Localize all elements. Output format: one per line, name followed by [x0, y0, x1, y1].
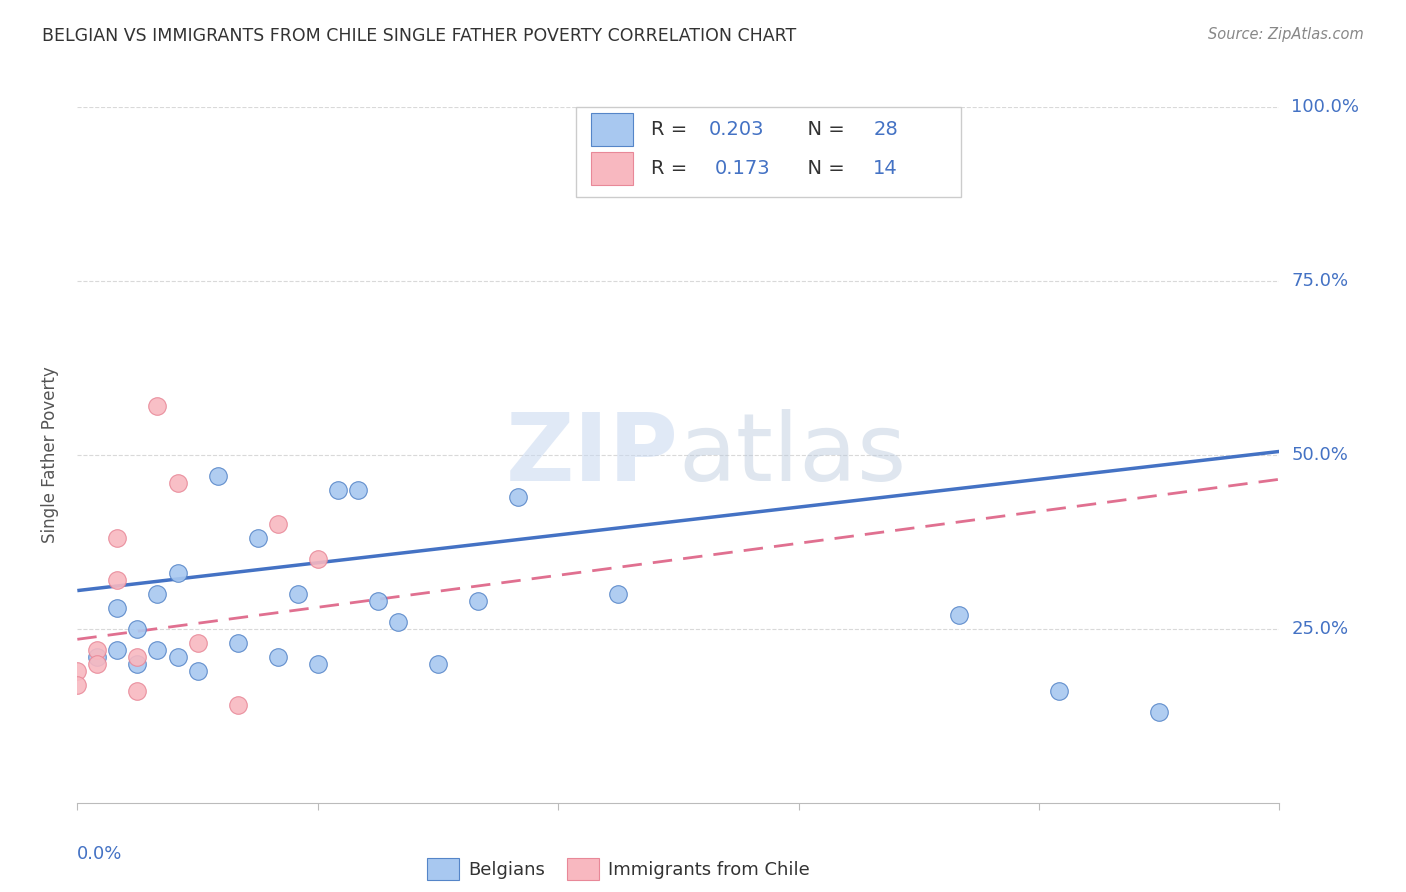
Text: 50.0%: 50.0% [1292, 446, 1348, 464]
Point [267, 649, 290, 664]
Point [427, 657, 450, 671]
Text: R =: R = [651, 120, 693, 139]
Point [367, 594, 389, 608]
Point [127, 657, 149, 671]
Point [107, 642, 129, 657]
Point [1047, 684, 1070, 698]
Point [588, 120, 610, 135]
Point [287, 587, 309, 601]
Point [186, 636, 209, 650]
Text: 75.0%: 75.0% [1292, 272, 1348, 290]
Text: 28: 28 [873, 120, 898, 139]
Point [307, 657, 329, 671]
Text: 14: 14 [873, 159, 898, 178]
Point [166, 475, 188, 490]
Point [146, 642, 169, 657]
Point [948, 607, 970, 622]
Text: 0.203: 0.203 [709, 120, 763, 139]
Text: atlas: atlas [679, 409, 907, 501]
Text: N =: N = [794, 120, 851, 139]
Bar [591, 152, 633, 185]
Point [326, 483, 349, 497]
Text: 0.0%: 0.0% [77, 845, 122, 863]
Text: BELGIAN VS IMMIGRANTS FROM CHILE SINGLE FATHER POVERTY CORRELATION CHART: BELGIAN VS IMMIGRANTS FROM CHILE SINGLE … [42, 27, 796, 45]
Point [166, 566, 188, 581]
Point [166, 649, 188, 664]
Point [226, 698, 249, 713]
Y-axis label: Single Father Poverty: Single Father Poverty [41, 367, 59, 543]
Point [86, 642, 108, 657]
Point [387, 615, 409, 629]
Bar [591, 112, 633, 146]
Text: N =: N = [794, 159, 851, 178]
Point [246, 532, 269, 546]
Point [66, 677, 89, 691]
Point [107, 532, 129, 546]
Point [467, 594, 489, 608]
Point [86, 657, 108, 671]
Bar [576, 107, 960, 197]
Text: 0.173: 0.173 [714, 159, 770, 178]
Point [107, 601, 129, 615]
Point [107, 573, 129, 587]
Point [607, 587, 630, 601]
Point [127, 622, 149, 636]
Point [186, 664, 209, 678]
Point [267, 517, 290, 532]
Point [307, 552, 329, 566]
Text: 25.0%: 25.0% [1292, 620, 1348, 638]
Legend: Belgians, Immigrants from Chile: Belgians, Immigrants from Chile [419, 851, 817, 888]
Point [146, 399, 169, 413]
Text: R =: R = [651, 159, 700, 178]
Point [86, 649, 108, 664]
Text: Source: ZipAtlas.com: Source: ZipAtlas.com [1208, 27, 1364, 42]
Point [66, 664, 89, 678]
Point [226, 636, 249, 650]
Point [347, 483, 370, 497]
Point [127, 684, 149, 698]
Text: ZIP: ZIP [506, 409, 679, 501]
Point [127, 649, 149, 664]
Point [207, 468, 229, 483]
Text: 100.0%: 100.0% [1292, 98, 1360, 116]
Point [508, 490, 530, 504]
Point [146, 587, 169, 601]
Point [1149, 706, 1171, 720]
